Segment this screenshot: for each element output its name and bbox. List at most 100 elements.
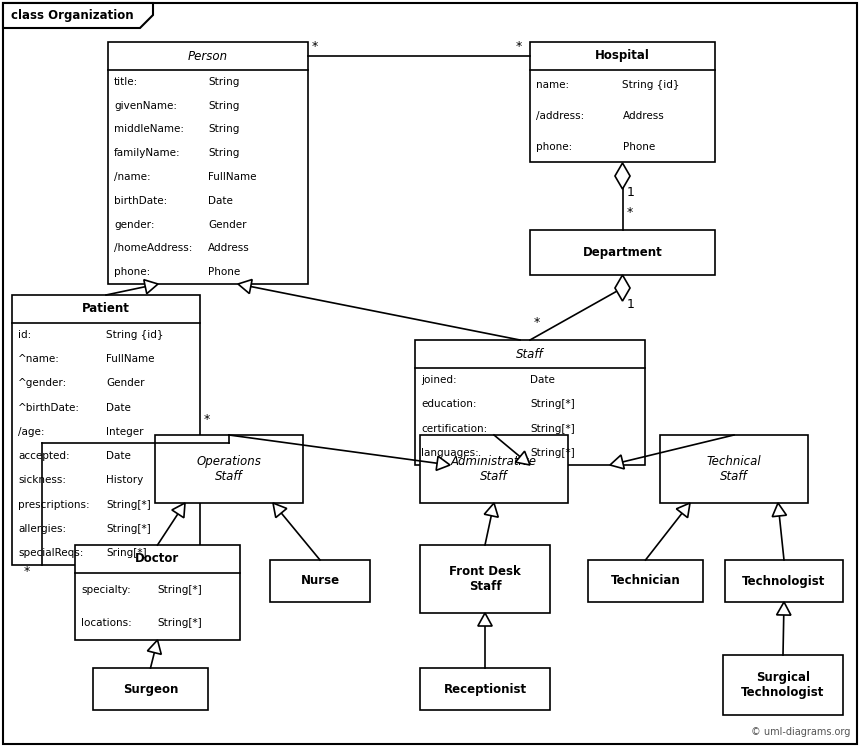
Polygon shape — [144, 279, 158, 294]
Text: Date: Date — [530, 375, 555, 385]
Bar — [420, 545, 550, 613]
Bar — [75, 545, 240, 640]
Text: Date: Date — [208, 196, 233, 205]
Bar — [12, 295, 200, 565]
Polygon shape — [3, 3, 153, 28]
Text: String[*]: String[*] — [530, 400, 574, 409]
Text: allergies:: allergies: — [18, 524, 66, 533]
Polygon shape — [772, 503, 787, 517]
Bar — [420, 668, 550, 710]
Text: gender:: gender: — [114, 220, 155, 229]
Bar — [588, 560, 703, 602]
Text: Person: Person — [188, 49, 228, 63]
Polygon shape — [478, 613, 492, 626]
Text: Sring[*]: Sring[*] — [106, 548, 146, 558]
Polygon shape — [610, 455, 624, 469]
Text: joined:: joined: — [421, 375, 457, 385]
Text: Operations
Staff: Operations Staff — [197, 455, 261, 483]
Polygon shape — [615, 163, 630, 189]
Text: sickness:: sickness: — [18, 475, 66, 486]
Text: String: String — [208, 125, 239, 134]
Text: Administrative
Staff: Administrative Staff — [451, 455, 537, 483]
Text: String[*]: String[*] — [106, 524, 150, 533]
Text: String[*]: String[*] — [530, 448, 574, 458]
Text: © uml-diagrams.org: © uml-diagrams.org — [751, 727, 850, 737]
Text: String: String — [208, 77, 239, 87]
Text: 1: 1 — [626, 186, 635, 199]
Text: *: * — [534, 316, 540, 329]
Text: *: * — [204, 413, 210, 426]
Text: class Organization: class Organization — [11, 9, 133, 22]
Text: specialReqs:: specialReqs: — [18, 548, 83, 558]
Text: /homeAddress:: /homeAddress: — [114, 244, 193, 253]
Text: Nurse: Nurse — [300, 574, 340, 587]
Text: /address:: /address: — [536, 111, 584, 121]
Text: Phone: Phone — [623, 142, 654, 152]
Text: Gender: Gender — [208, 220, 247, 229]
Text: *: * — [516, 40, 522, 53]
Bar — [725, 560, 843, 602]
Text: locations:: locations: — [81, 619, 132, 628]
Text: Doctor: Doctor — [135, 553, 180, 565]
Text: title:: title: — [114, 77, 138, 87]
Text: String[*]: String[*] — [157, 585, 202, 595]
Polygon shape — [147, 640, 162, 654]
Text: Technician: Technician — [611, 574, 680, 587]
Polygon shape — [777, 602, 791, 615]
Text: History: History — [106, 475, 144, 486]
Text: id:: id: — [18, 330, 31, 340]
Bar — [155, 435, 303, 503]
Text: givenName:: givenName: — [114, 101, 177, 111]
Text: Hospital: Hospital — [595, 49, 650, 63]
Text: String {id}: String {id} — [623, 81, 680, 90]
Text: middleName:: middleName: — [114, 125, 184, 134]
Text: Patient: Patient — [82, 303, 130, 315]
Text: ^name:: ^name: — [18, 354, 60, 365]
Text: familyName:: familyName: — [114, 148, 181, 158]
Text: prescriptions:: prescriptions: — [18, 500, 89, 509]
Text: Department: Department — [582, 246, 662, 259]
Text: *: * — [626, 206, 633, 219]
Text: /age:: /age: — [18, 427, 45, 437]
Bar — [93, 668, 208, 710]
Text: phone:: phone: — [536, 142, 572, 152]
Text: Technologist: Technologist — [742, 574, 826, 587]
Text: FullName: FullName — [208, 172, 256, 182]
Text: Technical
Staff: Technical Staff — [707, 455, 761, 483]
Text: FullName: FullName — [106, 354, 155, 365]
Text: Phone: Phone — [208, 267, 240, 277]
Text: 1: 1 — [626, 298, 635, 311]
Text: Surgeon: Surgeon — [123, 683, 178, 695]
Text: *: * — [312, 40, 318, 53]
Text: Surgical
Technologist: Surgical Technologist — [741, 671, 825, 699]
Text: String: String — [208, 101, 239, 111]
Text: String[*]: String[*] — [106, 500, 150, 509]
Bar — [530, 230, 715, 275]
Text: name:: name: — [536, 81, 569, 90]
Text: String: String — [208, 148, 239, 158]
Text: /name:: /name: — [114, 172, 150, 182]
Polygon shape — [172, 503, 185, 518]
Text: accepted:: accepted: — [18, 451, 70, 461]
Text: ^birthDate:: ^birthDate: — [18, 403, 80, 412]
Bar — [415, 340, 645, 465]
Polygon shape — [515, 451, 530, 465]
Polygon shape — [615, 275, 630, 301]
Text: specialty:: specialty: — [81, 585, 131, 595]
Text: education:: education: — [421, 400, 476, 409]
Text: String {id}: String {id} — [106, 330, 163, 340]
Text: ^gender:: ^gender: — [18, 379, 67, 388]
Text: Front Desk
Staff: Front Desk Staff — [449, 565, 521, 593]
Bar — [660, 435, 808, 503]
Polygon shape — [238, 279, 252, 294]
Text: certification:: certification: — [421, 424, 488, 433]
Bar — [530, 42, 715, 162]
Text: Date: Date — [106, 451, 131, 461]
Text: Staff: Staff — [516, 347, 544, 361]
Text: Gender: Gender — [106, 379, 144, 388]
Text: Date: Date — [106, 403, 131, 412]
Bar — [420, 435, 568, 503]
Text: Address: Address — [208, 244, 249, 253]
Polygon shape — [273, 503, 286, 518]
Bar — [270, 560, 370, 602]
